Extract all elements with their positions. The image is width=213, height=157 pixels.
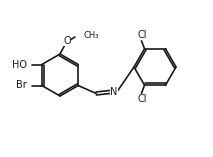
Text: N: N <box>111 87 118 97</box>
Text: Cl: Cl <box>138 94 147 104</box>
Text: Br: Br <box>16 81 27 90</box>
Text: HO: HO <box>12 60 27 70</box>
Text: O: O <box>63 36 71 46</box>
Text: CH₃: CH₃ <box>83 30 98 40</box>
Text: Cl: Cl <box>138 30 147 40</box>
